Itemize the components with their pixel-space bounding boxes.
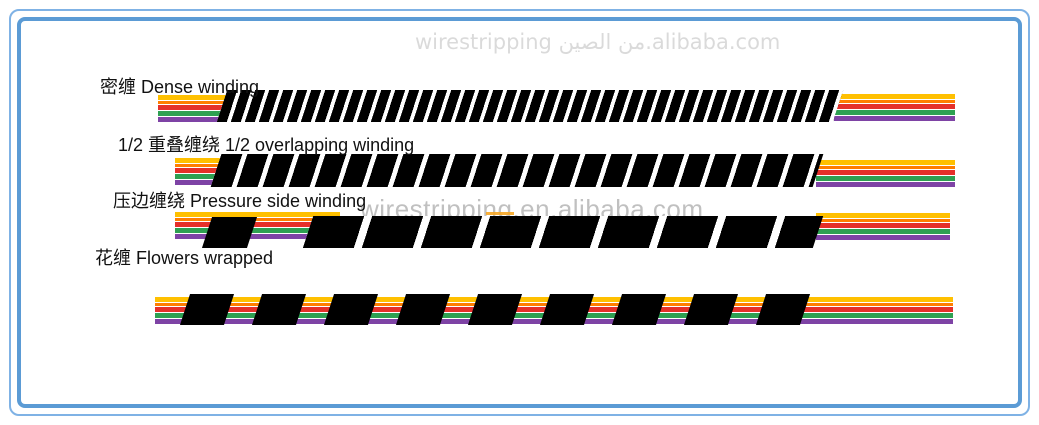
row-label-flowers-wrapped: 花缠 Flowers wrapped — [95, 248, 274, 268]
tape-dense-winding — [216, 90, 844, 122]
row-label-overlapping-winding: 1/2 重叠缠绕 1/2 overlapping winding — [118, 135, 415, 155]
ribbon-cable — [816, 213, 950, 240]
ribbon-cable — [816, 160, 955, 187]
ribbon-cable — [834, 94, 955, 121]
row-label-dense-winding: 密缠 Dense winding — [100, 77, 260, 97]
tape-pressure-side-winding — [302, 216, 824, 248]
ribbon-edge-sliver — [486, 212, 514, 215]
watermark-top: wirestripping من الصين.alibaba.com — [415, 30, 781, 54]
row-label-pressure-side-winding: 压边缠绕 Pressure side winding — [113, 191, 367, 211]
tape-overlapping-winding — [210, 154, 824, 187]
